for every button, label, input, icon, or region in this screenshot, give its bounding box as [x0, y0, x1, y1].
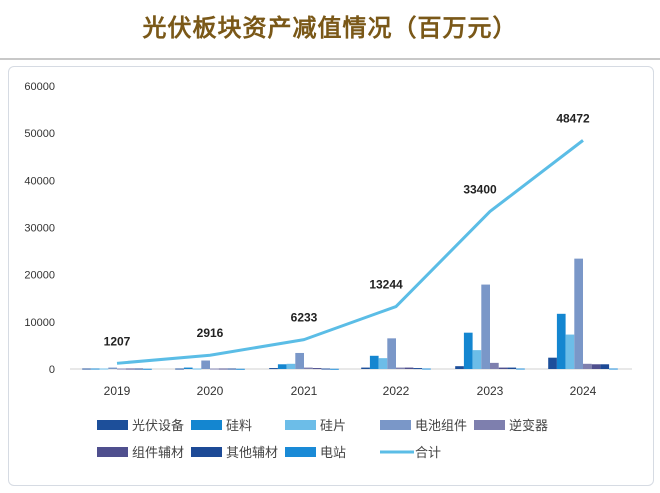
y-tick-label: 30000 — [24, 223, 55, 235]
x-tick-label: 2020 — [197, 384, 224, 398]
bar-逆变器-2024 — [583, 363, 592, 369]
x-tick-label: 2019 — [104, 384, 131, 398]
bar-硅片-2024 — [565, 334, 575, 369]
y-tick-label: 10000 — [24, 317, 55, 329]
bar-组件辅材-2022 — [404, 367, 414, 369]
data-label-total: 2916 — [197, 326, 224, 340]
bar-光伏设备-2019 — [82, 368, 91, 370]
bar-其他辅材-2024 — [600, 364, 610, 369]
bar-硅片-2021 — [286, 363, 296, 369]
legend-swatch-光伏设备 — [97, 420, 128, 430]
bar-电池组件-2022 — [387, 338, 396, 369]
chart-frame — [8, 66, 654, 486]
legend-label: 电站 — [320, 446, 346, 461]
legend-label: 硅片 — [320, 419, 346, 434]
bar-硅片-2022 — [378, 358, 388, 369]
bar-电站-2024 — [609, 368, 618, 370]
x-tick-label: 2024 — [570, 384, 597, 398]
bar-硅料-2023 — [463, 332, 473, 369]
x-tick-label: 2021 — [291, 384, 318, 398]
bar-光伏设备-2021 — [269, 368, 278, 370]
bar-其他辅材-2022 — [413, 368, 423, 370]
bar-其他辅材-2021 — [321, 368, 331, 370]
bar-光伏设备-2022 — [361, 367, 370, 369]
y-tick-label: 0 — [49, 364, 55, 376]
bar-组件辅材-2019 — [125, 368, 135, 370]
bar-电站-2021 — [330, 368, 339, 370]
bar-逆变器-2019 — [117, 368, 126, 370]
bar-硅料-2019 — [90, 368, 100, 370]
legend-label: 组件辅材 — [132, 446, 184, 461]
bar-光伏设备-2024 — [548, 357, 557, 369]
bar-组件辅材-2023 — [498, 367, 508, 369]
title-divider — [0, 58, 660, 60]
bar-逆变器-2023 — [490, 362, 499, 369]
bar-电池组件-2024 — [574, 258, 583, 369]
legend-swatch-电站 — [285, 447, 316, 457]
y-tick-label: 20000 — [24, 270, 55, 282]
data-label-total: 13244 — [369, 278, 403, 292]
bar-电池组件-2019 — [108, 367, 117, 369]
bar-电池组件-2023 — [481, 284, 490, 369]
bar-硅料-2024 — [556, 313, 566, 369]
legend-label: 光伏设备 — [132, 418, 184, 434]
bar-其他辅材-2020 — [227, 368, 237, 370]
legend-label: 其他辅材 — [226, 446, 278, 461]
bar-电池组件-2020 — [201, 360, 210, 369]
legend-label: 硅料 — [226, 419, 252, 434]
bar-硅料-2021 — [277, 364, 287, 369]
bar-逆变器-2022 — [396, 367, 405, 369]
data-label-total: 33400 — [463, 182, 497, 196]
x-tick-label: 2023 — [477, 384, 504, 398]
legend-swatch-逆变器 — [474, 420, 505, 430]
chart-title: 光伏板块资产减值情况（百万元） — [142, 14, 518, 42]
bar-组件辅材-2021 — [312, 368, 322, 370]
bar-电站-2023 — [516, 368, 525, 370]
bar-硅片-2023 — [472, 350, 482, 369]
data-label-total: 6233 — [291, 311, 318, 325]
legend-swatch-组件辅材 — [97, 447, 128, 457]
bar-逆变器-2021 — [304, 367, 313, 369]
bar-其他辅材-2019 — [134, 368, 144, 370]
legend-swatch-其他辅材 — [191, 447, 222, 457]
bar-电站-2020 — [236, 368, 245, 370]
bar-逆变器-2020 — [210, 368, 219, 370]
x-tick-label: 2022 — [383, 384, 410, 398]
data-label-total: 1207 — [104, 334, 131, 348]
total-line — [116, 139, 584, 365]
bar-组件辅材-2024 — [591, 364, 601, 369]
bar-光伏设备-2020 — [175, 368, 184, 370]
bar-光伏设备-2023 — [455, 366, 464, 369]
y-tick-label: 40000 — [24, 175, 55, 187]
bar-硅片-2020 — [192, 368, 202, 370]
legend-label: 逆变器 — [509, 418, 548, 434]
data-label-total: 48472 — [556, 111, 590, 125]
bar-电站-2019 — [143, 368, 152, 370]
legend-label: 电池组件 — [415, 419, 467, 434]
bar-电站-2022 — [422, 368, 431, 370]
legend-swatch-电池组件 — [380, 420, 411, 430]
legend-swatch-硅料 — [191, 420, 222, 430]
bar-电池组件-2021 — [295, 352, 304, 369]
y-tick-label: 50000 — [24, 128, 55, 140]
legend-swatch-硅片 — [285, 420, 316, 430]
bar-硅料-2020 — [183, 367, 193, 369]
bar-硅料-2022 — [369, 355, 379, 369]
legend-label: 合计 — [415, 446, 441, 461]
bar-其他辅材-2023 — [507, 367, 517, 369]
bar-组件辅材-2020 — [218, 368, 228, 370]
y-tick-label: 60000 — [24, 81, 55, 93]
bar-硅片-2019 — [99, 368, 109, 370]
